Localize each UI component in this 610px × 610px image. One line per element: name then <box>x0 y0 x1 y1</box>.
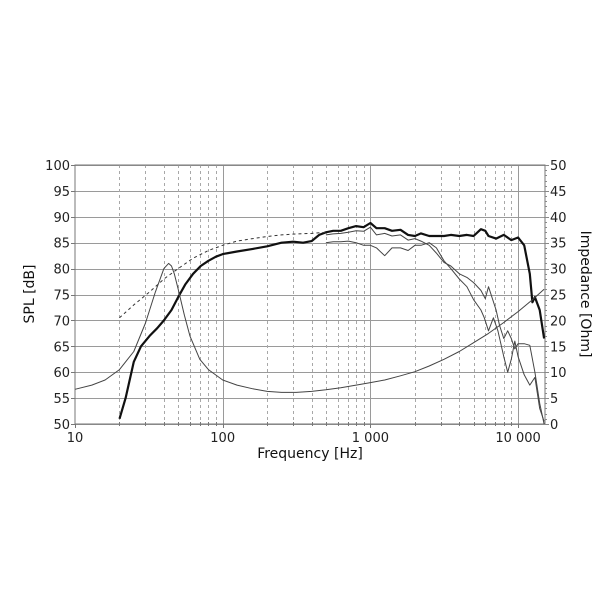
vertical-minor-gridlines <box>119 165 512 424</box>
x-tick-label: 10 000 <box>495 431 541 446</box>
y-tick-label: 80 <box>53 263 70 278</box>
y2-tick-label: 35 <box>550 237 567 252</box>
y-tick-label: 100 <box>45 159 70 174</box>
x-tick-label: 1 000 <box>352 431 389 446</box>
series-spl-60-deg <box>325 240 545 422</box>
x-axis-tick-labels: 10 100 1 000 10 000 <box>67 431 541 446</box>
y2-tick-label: 30 <box>550 263 567 278</box>
series-layer <box>74 221 546 425</box>
right-axis-title: Impedance [Ohm] <box>577 231 593 358</box>
series-spl-30-deg <box>325 226 545 425</box>
y2-tick-label: 20 <box>550 314 567 329</box>
left-axis-title: SPL [dB] <box>22 265 38 324</box>
y2-tick-label: 10 <box>550 366 567 381</box>
y-tick-label: 75 <box>53 289 70 304</box>
y2-tick-label: 25 <box>550 289 567 304</box>
y-tick-label: 50 <box>53 418 70 433</box>
y-tick-label: 85 <box>53 237 70 252</box>
y2-tick-label: 40 <box>550 211 567 226</box>
series-impedance <box>74 262 545 393</box>
y-tick-label: 70 <box>53 314 70 329</box>
left-axis-tick-labels: 100 95 90 85 80 75 70 65 60 55 50 <box>45 159 70 433</box>
y2-tick-label: 5 <box>550 392 558 407</box>
y-tick-label: 90 <box>53 211 70 226</box>
series-spl-estimated-dashed <box>119 231 326 319</box>
y-tick-label: 65 <box>53 340 70 355</box>
axis-ticks <box>71 165 549 428</box>
vertical-major-gridlines <box>223 165 519 424</box>
y-tick-label: 55 <box>53 392 70 407</box>
y-tick-label: 95 <box>53 185 70 200</box>
x-axis-title: Frequency [Hz] <box>257 446 363 462</box>
plot-frame <box>74 164 546 425</box>
x-tick-label: 10 <box>67 431 84 446</box>
y2-tick-label: 0 <box>550 418 558 433</box>
x-tick-label: 100 <box>210 431 235 446</box>
series-spl-on-axis <box>118 221 546 420</box>
y2-tick-label: 45 <box>550 185 567 200</box>
y-tick-label: 60 <box>53 366 70 381</box>
y2-tick-label: 50 <box>550 159 567 174</box>
y2-tick-label: 15 <box>550 340 567 355</box>
